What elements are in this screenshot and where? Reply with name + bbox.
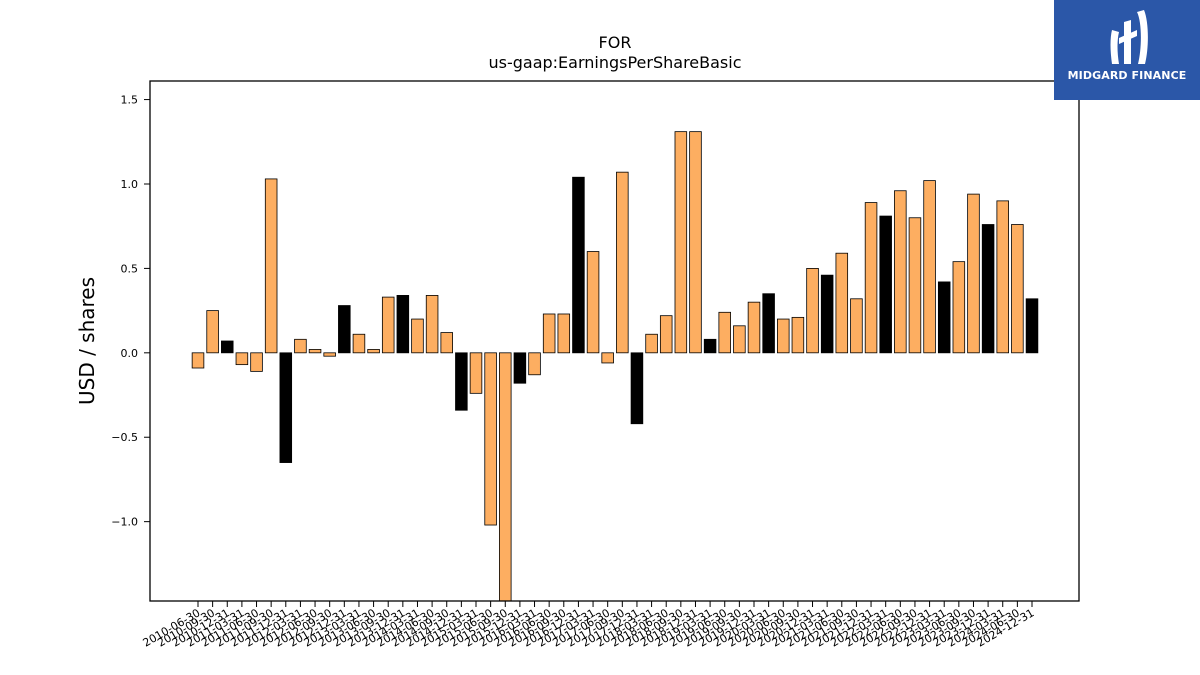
bar — [1011, 224, 1024, 354]
bar — [557, 313, 571, 354]
bar — [206, 310, 219, 354]
bar — [586, 251, 600, 354]
bar — [937, 281, 951, 354]
bar — [820, 274, 834, 354]
bar — [235, 352, 249, 366]
y-tick-label: 1.0 — [121, 178, 139, 191]
bar — [689, 131, 702, 354]
bar — [279, 352, 293, 463]
bar — [352, 333, 366, 354]
bar — [221, 340, 234, 354]
bar — [981, 224, 995, 354]
y-tick-label: 0.5 — [121, 262, 139, 275]
plot-area: −1.0−0.50.00.51.01.52010-06-302010-09-30… — [111, 94, 1039, 650]
bar — [908, 217, 922, 354]
bar — [396, 295, 410, 354]
bar — [879, 215, 892, 354]
brand-name: MIDGARD FINANCE — [1067, 69, 1187, 82]
bar — [440, 332, 453, 354]
bar — [850, 298, 863, 354]
bar — [777, 318, 790, 354]
bar — [952, 261, 966, 354]
bar — [542, 313, 556, 354]
bar — [923, 180, 936, 354]
y-tick-label: 1.5 — [121, 94, 139, 107]
bar — [791, 316, 805, 354]
bar — [367, 349, 380, 354]
bar — [411, 318, 424, 354]
bar — [1025, 298, 1039, 354]
y-tick-label: 0.0 — [121, 347, 139, 360]
brand-logo: MIDGARD FINANCE — [1054, 0, 1200, 100]
y-tick-label: −1.0 — [111, 516, 138, 529]
y-axis-label: USD / shares — [75, 277, 99, 405]
bar — [294, 338, 307, 354]
bar — [733, 325, 746, 354]
bar — [659, 315, 673, 354]
bar — [864, 202, 878, 354]
bar — [835, 252, 849, 354]
bar — [455, 352, 468, 411]
bar — [762, 293, 775, 354]
bar — [996, 200, 1009, 354]
bar — [528, 352, 541, 376]
bar — [250, 352, 263, 372]
bar — [718, 311, 731, 354]
plot-frame — [149, 80, 1080, 602]
bar — [338, 305, 351, 354]
bar — [513, 352, 527, 384]
bar — [469, 352, 483, 394]
bar — [703, 338, 717, 354]
bar — [601, 352, 614, 364]
bar — [484, 352, 497, 526]
bar — [747, 301, 761, 354]
bar — [191, 352, 205, 369]
bar — [806, 268, 819, 354]
bar — [674, 131, 688, 354]
brand-mark-icon — [1110, 10, 1148, 64]
bar — [323, 352, 336, 357]
bar — [572, 176, 585, 354]
bar — [894, 190, 907, 354]
chart-subtitle: us-gaap:EarningsPerShareBasic — [488, 53, 741, 72]
bar — [616, 171, 629, 354]
bar — [425, 295, 439, 354]
bar — [630, 352, 644, 425]
chart-title: FOR — [599, 33, 632, 52]
bar — [499, 352, 512, 602]
bar — [308, 349, 322, 354]
bar — [381, 296, 395, 354]
bar — [645, 333, 658, 354]
bar — [264, 178, 278, 354]
bar — [967, 193, 980, 354]
y-tick-label: −0.5 — [111, 431, 138, 444]
